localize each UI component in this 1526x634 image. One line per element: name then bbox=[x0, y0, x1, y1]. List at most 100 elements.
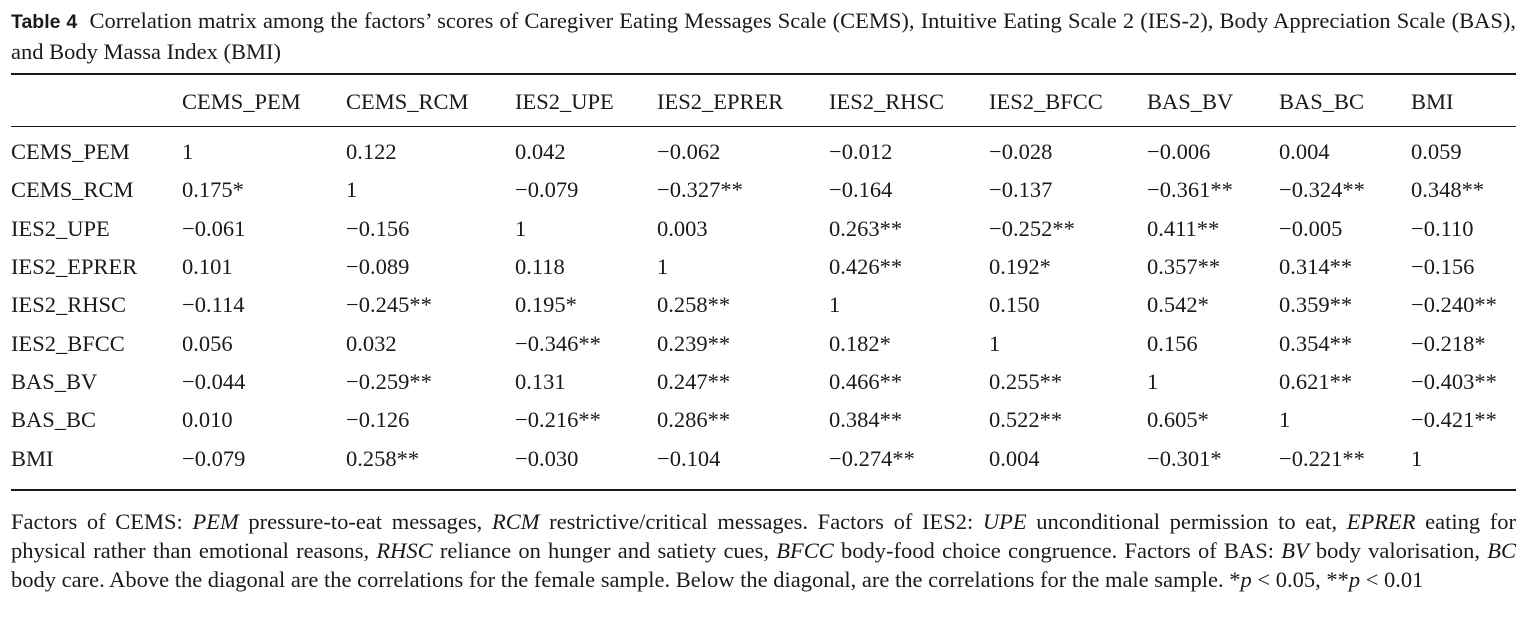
correlation-cell: 0.247** bbox=[657, 368, 731, 394]
correlation-cell: 0.348** bbox=[1411, 177, 1485, 203]
footnote-text: body care. Above the diagonal are the co… bbox=[11, 567, 1241, 592]
footnote-text: < 0.01 bbox=[1360, 567, 1424, 592]
correlation-cell: −0.114 bbox=[182, 292, 245, 318]
correlation-cell: 0.101 bbox=[182, 254, 233, 280]
correlation-cell: 0.118 bbox=[515, 254, 565, 280]
correlation-cell: −0.324** bbox=[1279, 177, 1365, 203]
header-cell-corner bbox=[11, 80, 182, 124]
header-cell-bas-bv: BAS_BV bbox=[1147, 89, 1234, 114]
table-header: CEMS_PEM CEMS_RCM IES2_UPE IES2_EPRER IE… bbox=[11, 80, 1516, 133]
correlation-cell: 0.542* bbox=[1147, 292, 1209, 318]
table-row: IES2_UPE −0.061 −0.156 1 0.003 0.263** −0.252*… bbox=[11, 210, 1516, 248]
footnote-text: eating for physical rather than emotiona… bbox=[11, 509, 1516, 563]
header-row: CEMS_PEM CEMS_RCM IES2_UPE IES2_EPRER IE… bbox=[11, 80, 1516, 124]
correlation-cell: −0.164 bbox=[829, 177, 893, 203]
correlation-cell: −0.221** bbox=[1279, 445, 1365, 471]
correlation-cell: 0.059 bbox=[1411, 139, 1462, 165]
correlation-cell: −0.062 bbox=[657, 139, 721, 165]
correlation-cell: −0.327** bbox=[657, 177, 743, 203]
correlation-cell: −0.126 bbox=[346, 407, 410, 433]
correlation-cell: 0.411** bbox=[1147, 215, 1220, 241]
footnote-text: body valorisation, bbox=[1308, 538, 1488, 563]
correlation-cell: 0.182* bbox=[829, 330, 891, 356]
correlation-cell: 1 bbox=[829, 292, 841, 318]
row-label: CEMS_PEM bbox=[11, 139, 130, 165]
table-body: CEMS_PEM 1 0.122 0.042 −0.062 −0.012 −0.028 −0.… bbox=[11, 133, 1516, 478]
footnote-abbrev: BC bbox=[1487, 538, 1517, 563]
correlation-cell: −0.218* bbox=[1411, 330, 1486, 356]
footnote-abbrev: RHSC bbox=[376, 538, 433, 563]
footnote-abbrev: BV bbox=[1281, 538, 1309, 563]
correlation-cell: 1 bbox=[657, 254, 669, 280]
correlation-cell: −0.005 bbox=[1279, 215, 1343, 241]
correlation-cell: 0.258** bbox=[657, 292, 731, 318]
correlation-cell: −0.079 bbox=[515, 177, 579, 203]
row-label: BMI bbox=[11, 445, 54, 471]
correlation-cell: −0.028 bbox=[989, 139, 1053, 165]
table-footnote: Factors of CEMS: PEM pressure-to-eat mes… bbox=[11, 507, 1516, 594]
correlation-cell: −0.361** bbox=[1147, 177, 1233, 203]
row-label: IES2_UPE bbox=[11, 215, 110, 241]
correlation-cell: 0.357** bbox=[1147, 254, 1221, 280]
correlation-cell: 0.195* bbox=[515, 292, 577, 318]
correlation-cell: 0.466** bbox=[829, 368, 903, 394]
header-cell-ies2-rhsc: IES2_RHSC bbox=[829, 89, 945, 114]
table-row: CEMS_RCM 0.175* 1 −0.079 −0.327** −0.164 −0.13… bbox=[11, 171, 1516, 209]
footnote-abbrev: UPE bbox=[982, 509, 1027, 534]
footnote-text: < 0.05, ** bbox=[1251, 567, 1349, 592]
correlation-cell: 0.255** bbox=[989, 368, 1063, 394]
correlation-cell: −0.301* bbox=[1147, 445, 1222, 471]
row-label: IES2_RHSC bbox=[11, 292, 127, 318]
correlation-cell: −0.061 bbox=[182, 215, 246, 241]
correlation-cell: −0.079 bbox=[182, 445, 246, 471]
correlation-cell: −0.012 bbox=[829, 139, 893, 165]
correlation-cell: 0.122 bbox=[346, 139, 397, 165]
correlation-cell: −0.030 bbox=[515, 445, 579, 471]
correlation-cell: 1 bbox=[989, 330, 1001, 356]
correlation-cell: −0.252** bbox=[989, 215, 1075, 241]
table-row: BMI −0.079 0.258** −0.030 −0.104 −0.274** 0.00… bbox=[11, 439, 1516, 477]
header-rule bbox=[11, 126, 1516, 127]
correlation-cell: 0.150 bbox=[989, 292, 1040, 318]
header-gap-cell bbox=[11, 124, 1516, 133]
correlation-cell: 0.056 bbox=[182, 330, 233, 356]
correlation-cell: −0.274** bbox=[829, 445, 915, 471]
correlation-cell: 0.426** bbox=[829, 254, 903, 280]
correlation-cell: −0.110 bbox=[1411, 215, 1474, 241]
header-cell-ies2-upe: IES2_UPE bbox=[515, 89, 614, 114]
correlation-cell: 0.263** bbox=[829, 215, 903, 241]
correlation-cell: 0.239** bbox=[657, 330, 731, 356]
correlation-cell: −0.104 bbox=[657, 445, 721, 471]
header-cell-cems-rcm: CEMS_RCM bbox=[346, 89, 469, 114]
correlation-cell: −0.156 bbox=[346, 215, 410, 241]
table-row: CEMS_PEM 1 0.122 0.042 −0.062 −0.012 −0.028 −0.… bbox=[11, 133, 1516, 171]
footnote-abbrev: RCM bbox=[491, 509, 540, 534]
correlation-cell: 0.286** bbox=[657, 407, 731, 433]
correlation-cell: 0.156 bbox=[1147, 330, 1198, 356]
footnote-abbrev: BFCC bbox=[776, 538, 834, 563]
top-rule bbox=[11, 73, 1516, 75]
correlation-cell: 0.354** bbox=[1279, 330, 1353, 356]
header-cell-cems-pem: CEMS_PEM bbox=[182, 89, 301, 114]
correlation-cell: 1 bbox=[1411, 445, 1423, 471]
correlation-cell: 0.003 bbox=[657, 215, 708, 241]
table-row: IES2_RHSC −0.114 −0.245** 0.195* 0.258** 1 0.1… bbox=[11, 286, 1516, 324]
footnote-text: Factors of CEMS: bbox=[11, 509, 193, 534]
correlation-cell: 0.042 bbox=[515, 139, 566, 165]
caption-label: Table 4 bbox=[11, 11, 78, 33]
table-caption: Table 4 Correlation matrix among the fac… bbox=[11, 6, 1516, 66]
correlation-cell: 1 bbox=[1279, 407, 1291, 433]
correlation-cell: 1 bbox=[515, 215, 527, 241]
row-label: CEMS_RCM bbox=[11, 177, 134, 203]
correlation-cell: 0.621** bbox=[1279, 368, 1353, 394]
correlation-cell: −0.006 bbox=[1147, 139, 1211, 165]
correlation-cell: 1 bbox=[182, 139, 194, 165]
correlation-cell: −0.346** bbox=[515, 330, 601, 356]
correlation-cell: 1 bbox=[1147, 368, 1159, 394]
correlation-cell: 0.384** bbox=[829, 407, 903, 433]
correlation-cell: 0.192* bbox=[989, 254, 1051, 280]
header-cell-ies2-eprer: IES2_EPRER bbox=[657, 89, 784, 114]
correlation-matrix-table: CEMS_PEM CEMS_RCM IES2_UPE IES2_EPRER IE… bbox=[11, 80, 1516, 478]
correlation-cell: −0.216** bbox=[515, 407, 601, 433]
correlation-cell: −0.137 bbox=[989, 177, 1053, 203]
